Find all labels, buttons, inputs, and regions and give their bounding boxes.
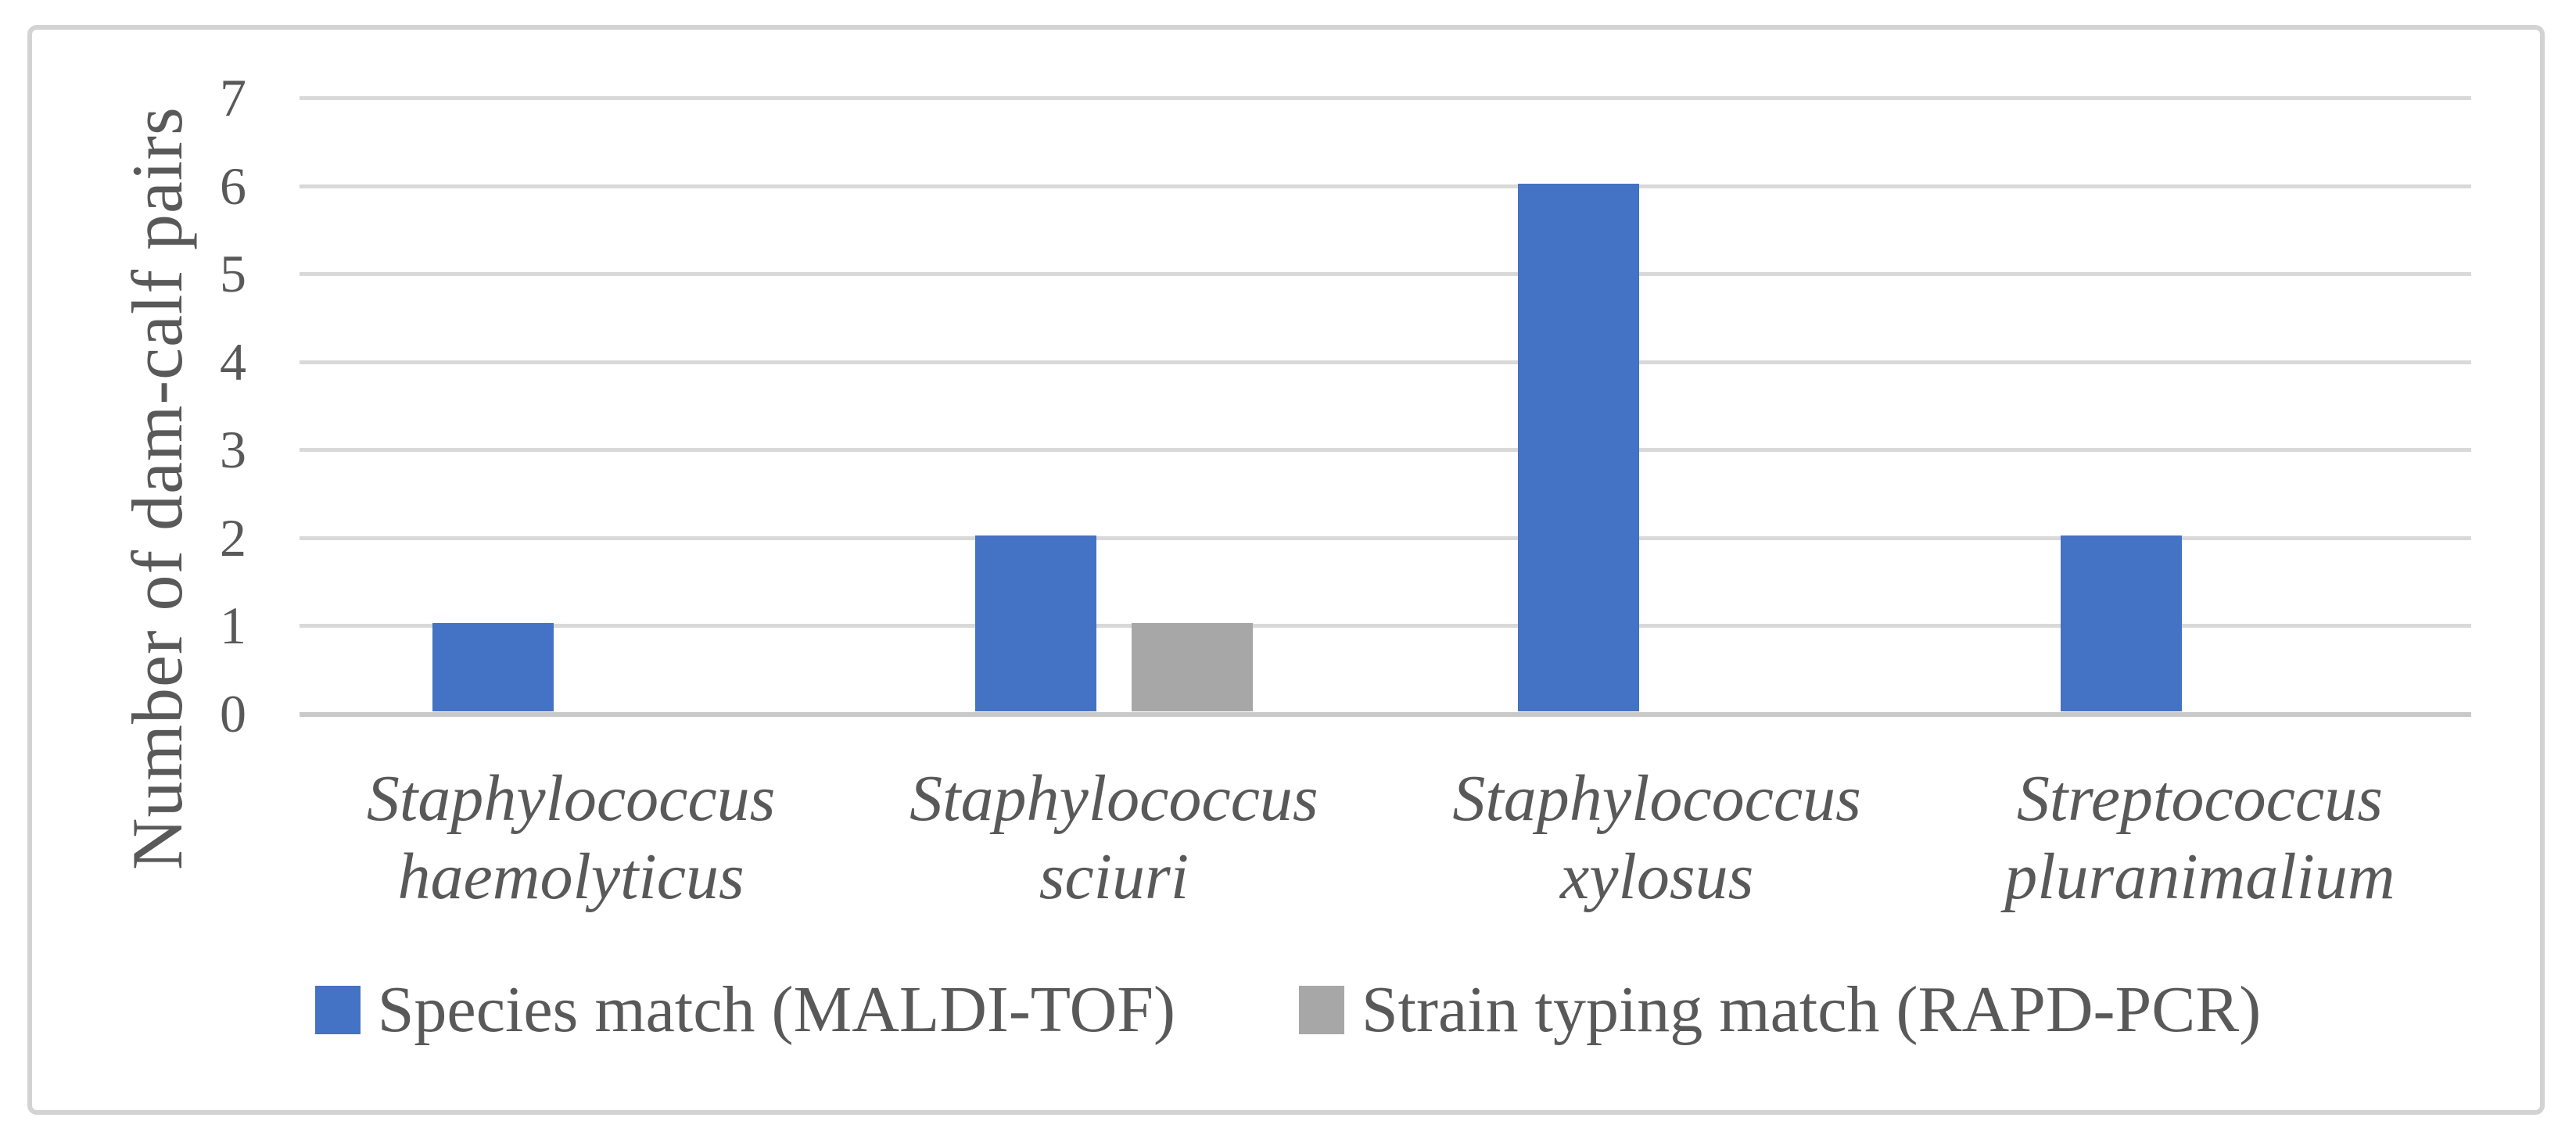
y-tick-label: 3 xyxy=(220,420,246,480)
gridline xyxy=(300,272,2471,277)
y-tick-label: 0 xyxy=(220,684,246,743)
x-axis-line xyxy=(300,712,2471,717)
y-tick-label: 4 xyxy=(220,331,246,392)
bar-species-match-1 xyxy=(974,535,1096,711)
x-category-label: Staphylococcus haemolyticus xyxy=(300,760,842,916)
y-tick-label: 2 xyxy=(220,507,246,568)
x-category-label-line: Staphylococcus xyxy=(1452,762,1861,835)
gridline xyxy=(300,624,2471,629)
x-category-label-line: haemolyticus xyxy=(397,840,744,913)
legend-swatch-gray-icon xyxy=(1298,986,1344,1034)
x-category-label-line: Streptococcus xyxy=(2016,762,2383,835)
x-category-label-line: Staphylococcus sciuri xyxy=(909,762,1318,913)
figure-border xyxy=(27,25,2545,1115)
y-tick-label: 1 xyxy=(220,596,246,656)
gridline xyxy=(300,448,2471,453)
gridline xyxy=(300,535,2471,540)
bar-species-match-2 xyxy=(1518,183,1640,711)
y-tick-label: 6 xyxy=(220,156,246,216)
x-category-label: Streptococcus pluranimalium xyxy=(1928,760,2471,916)
plot-area xyxy=(300,96,2471,717)
x-category-label: Staphylococcus sciuri xyxy=(842,760,1385,916)
y-tick-label: 5 xyxy=(220,244,246,304)
gridline xyxy=(300,96,2471,100)
gridline xyxy=(300,184,2471,188)
x-category-label-line: pluranimalium xyxy=(2004,840,2395,913)
x-category-label: Staphylococcus xylosus xyxy=(1386,760,1928,916)
x-category-label-line: xylosus xyxy=(1559,840,1754,913)
bar-species-match-3 xyxy=(2061,535,2183,711)
legend-item-species-match: Species match (MALDI-TOF) xyxy=(314,972,1175,1048)
gridline xyxy=(300,360,2471,364)
legend-label-species-match: Species match (MALDI-TOF) xyxy=(377,973,1175,1046)
x-category-label-line: Staphylococcus xyxy=(366,762,776,835)
legend-item-strain-typing-match: Strain typing match (RAPD-PCR) xyxy=(1298,972,2262,1048)
legend-swatch-blue-icon xyxy=(314,986,361,1034)
bar-strain-typing-match-1 xyxy=(1131,623,1253,711)
bar-species-match-0 xyxy=(432,623,554,711)
legend-label-strain-typing-match: Strain typing match (RAPD-PCR) xyxy=(1361,973,2262,1046)
legend: Species match (MALDI-TOF) Strain typing … xyxy=(0,972,2576,1048)
y-tick-label: 7 xyxy=(220,68,246,127)
